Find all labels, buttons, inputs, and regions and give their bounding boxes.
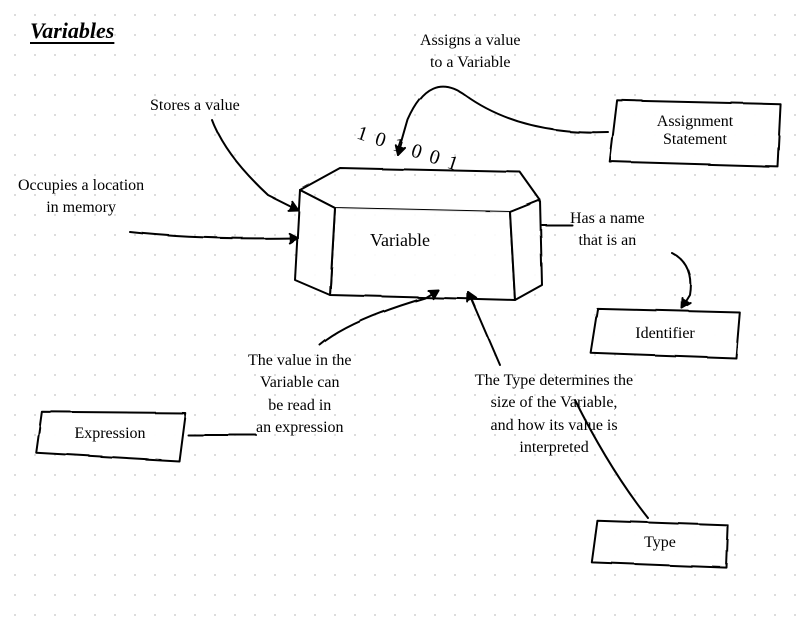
annotation-hasname: Has a name that is an — [570, 208, 645, 253]
node-assignment: Assignment Statement — [610, 113, 780, 149]
node-expression: Expression — [35, 425, 185, 443]
center-box-label: Variable — [370, 230, 430, 251]
annotation-typedesc: The Type determines the size of the Vari… — [475, 370, 633, 460]
arrow-a-stores — [212, 120, 298, 210]
node-type: Type — [590, 534, 730, 552]
diagram-canvas — [0, 0, 808, 627]
annotation-stores: Stores a value — [150, 95, 240, 117]
node-identifier: Identifier — [590, 325, 740, 343]
arrow-a-type2 — [468, 292, 500, 365]
annotation-occupies: Occupies a location in memory — [18, 175, 144, 220]
page-title: Variables — [30, 18, 114, 44]
annotation-assigns: Assigns a value to a Variable — [420, 30, 520, 75]
annotation-valread: The value in the Variable can be read in… — [248, 350, 352, 440]
arrow-a-occupies — [130, 232, 298, 238]
